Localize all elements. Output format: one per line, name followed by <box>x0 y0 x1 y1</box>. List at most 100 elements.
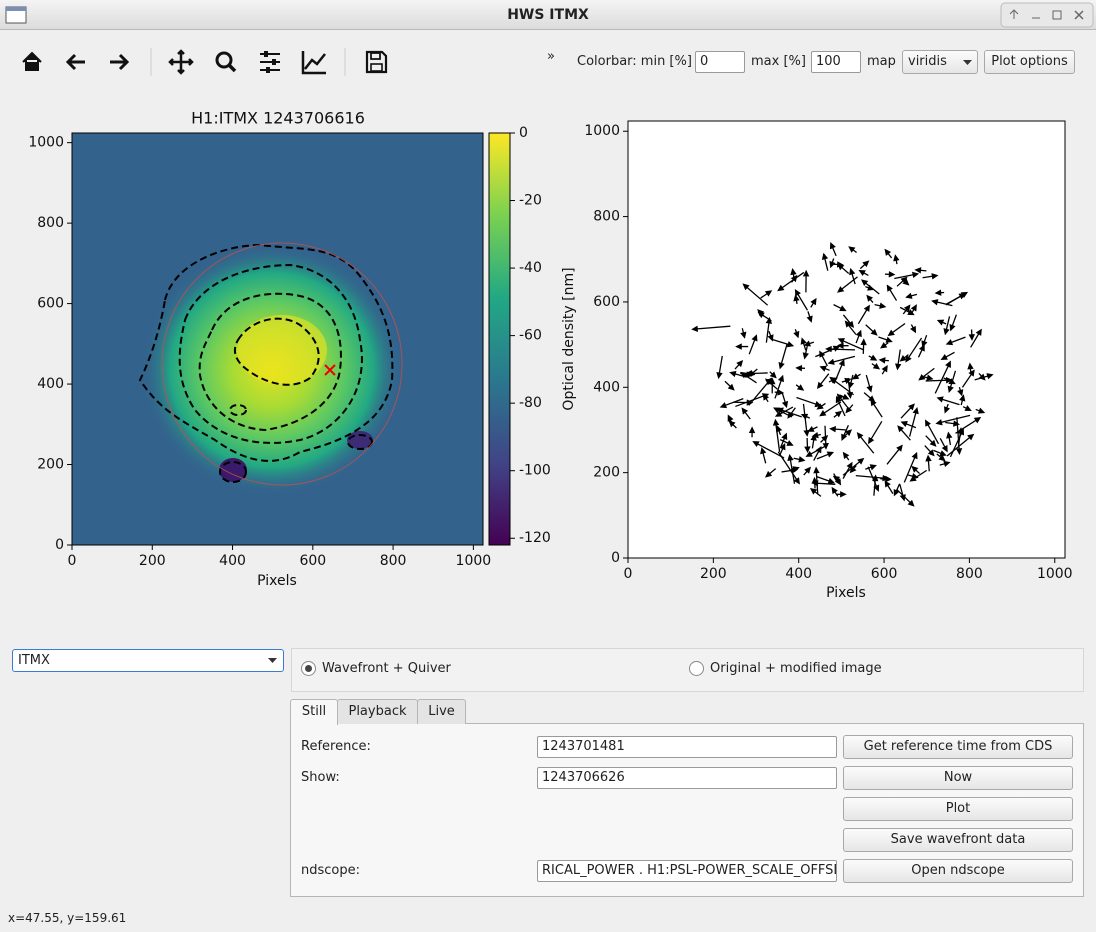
window-controls[interactable] <box>1000 2 1094 28</box>
quiver-arrow <box>886 284 898 301</box>
quiver-arrow <box>885 271 896 278</box>
pan-button[interactable] <box>168 49 194 75</box>
quiver-arrow <box>857 304 870 325</box>
forward-button[interactable] <box>110 53 130 71</box>
quiver-arrow <box>836 342 849 349</box>
save-button[interactable] <box>365 50 388 74</box>
quiver-arrow <box>836 491 847 498</box>
quiver-arrow <box>934 289 945 296</box>
quiver-arrow <box>779 443 786 455</box>
back-button[interactable] <box>65 53 85 71</box>
x-tick-label: 400 <box>785 566 812 582</box>
x-tick-label: 1000 <box>456 553 492 569</box>
y-tick-label: 800 <box>37 215 64 231</box>
zoom-button[interactable] <box>215 51 237 73</box>
quiver-arrow <box>842 451 850 461</box>
x-tick-label: 400 <box>219 553 246 569</box>
quiver-arrow <box>917 344 925 358</box>
quiver-arrow <box>848 246 857 254</box>
radio-circle <box>689 661 704 676</box>
plot-options-button[interactable]: Plot options <box>984 50 1075 74</box>
quiver-arrow <box>781 392 789 409</box>
quiver-arrow <box>925 454 932 472</box>
quiver-arrow <box>936 396 960 406</box>
configure-button[interactable] <box>260 51 280 73</box>
tab[interactable]: Playback <box>337 699 418 724</box>
quiver-arrow <box>911 465 921 475</box>
title-bar: HWS ITMX <box>0 0 1096 30</box>
colorbar-max-input[interactable]: 100 <box>811 51 861 73</box>
quiver-arrow <box>740 371 757 384</box>
quiver-arrow <box>760 290 773 299</box>
quiver-arrow <box>790 466 800 473</box>
quiver-arrow <box>691 325 731 333</box>
x-tick-label: 200 <box>700 566 727 582</box>
quiver-arrow <box>735 343 749 350</box>
open-ndscope-button[interactable]: Open ndscope <box>843 859 1073 883</box>
quiver-arrow <box>897 425 911 441</box>
quiver-arrow <box>833 473 842 486</box>
quiver-arrow <box>829 258 836 269</box>
quiver-arrow <box>813 445 822 461</box>
quiver-arrow <box>970 328 982 348</box>
quiver-arrow <box>922 273 939 280</box>
quiver-arrow <box>978 373 986 381</box>
quiver-arrow <box>728 420 737 429</box>
quiver-arrow <box>802 269 810 293</box>
colorbar-min-input[interactable]: 0 <box>695 51 745 73</box>
dropdown-arrow <box>963 60 972 65</box>
colorbar-max-label: max [%] <box>751 54 806 69</box>
get-reference-button[interactable]: Get reference time from CDS <box>843 735 1073 759</box>
quiver-arrow <box>790 274 798 283</box>
quiver-arrow <box>856 432 875 454</box>
ndscope-input[interactable]: RICAL_POWER . H1:PSL-POWER_SCALE_OFFSET <box>537 860 837 882</box>
quiver-arrow <box>803 466 811 476</box>
colorbar-label: Optical density [nm] <box>561 267 577 410</box>
quiver-arrow <box>962 405 972 411</box>
instrument-value: ITMX <box>18 653 50 668</box>
reference-input[interactable]: 1243701481 <box>537 736 837 758</box>
quiver-arrow <box>837 338 864 351</box>
quiver-arrow <box>865 324 878 336</box>
quiver-arrow <box>774 406 794 417</box>
quiver-arrow <box>945 293 966 305</box>
quiver-arrow <box>827 355 856 365</box>
save-wavefront-button[interactable]: Save wavefront data <box>843 828 1073 852</box>
x-tick-label: 0 <box>68 553 77 569</box>
quiver-arrow <box>809 488 822 497</box>
x-tick-label: 800 <box>956 566 983 582</box>
quiver-arrow <box>844 320 857 335</box>
quiver-arrow <box>769 371 777 379</box>
quiver-arrow <box>793 329 800 339</box>
mode-radio[interactable]: Wavefront + Quiver <box>301 659 451 679</box>
quiver-arrow <box>816 402 826 410</box>
colorbar-tick-label: -80 <box>519 395 542 411</box>
axes-button[interactable] <box>301 51 326 75</box>
y-tick-label: 0 <box>55 537 64 553</box>
quiver-arrow <box>871 474 879 496</box>
y-tick-label: 600 <box>593 294 620 310</box>
map-label: map <box>867 54 896 69</box>
quiver-arrow <box>910 324 917 334</box>
quiver-arrow <box>771 338 795 348</box>
y-tick-label: 200 <box>593 465 620 481</box>
quiver-arrow <box>735 393 770 408</box>
tab[interactable]: Live <box>417 699 466 724</box>
toolbar-overflow[interactable]: » <box>547 49 555 64</box>
now-button[interactable]: Now <box>843 766 1073 790</box>
x-axis-label: Pixels <box>257 573 297 589</box>
show-input[interactable]: 1243706626 <box>537 767 837 789</box>
radio-circle <box>301 661 316 676</box>
colorbar-tick-label: -40 <box>519 260 542 276</box>
instrument-select[interactable]: ITMX <box>12 649 284 672</box>
quiver-arrow <box>821 252 829 271</box>
quiver-arrow <box>811 476 818 489</box>
plot-button[interactable]: Plot <box>843 797 1073 821</box>
quiver-arrow <box>831 486 839 497</box>
mode-radio[interactable]: Original + modified image <box>689 659 882 679</box>
home-button[interactable] <box>22 51 42 71</box>
colormap-select[interactable]: viridis <box>902 50 978 74</box>
quiver-arrow <box>936 453 946 462</box>
quiver-arrow <box>748 426 756 438</box>
tab[interactable]: Still <box>290 699 338 725</box>
